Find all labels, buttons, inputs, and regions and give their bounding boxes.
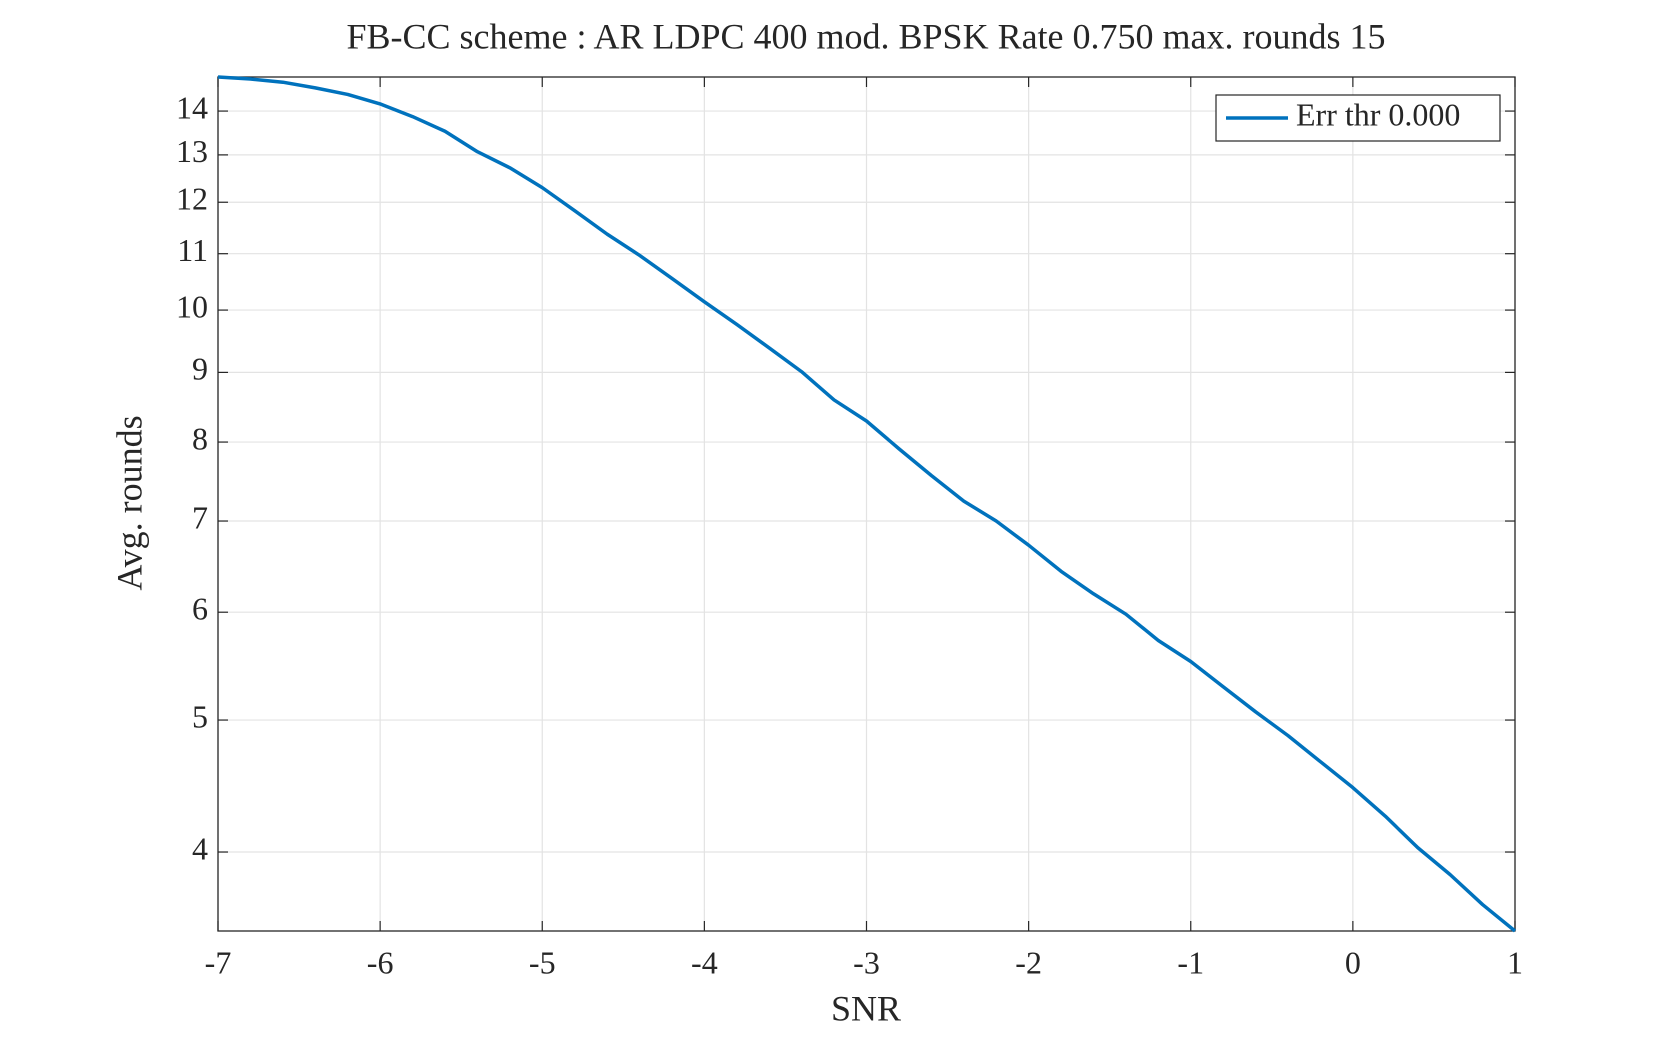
y-tick-label: 12 bbox=[176, 181, 208, 217]
y-tick-label: 6 bbox=[192, 591, 208, 627]
x-tick-label: -3 bbox=[853, 944, 880, 980]
x-tick-label: -7 bbox=[205, 944, 232, 980]
y-tick-label: 14 bbox=[176, 89, 208, 125]
y-tick-label: 10 bbox=[176, 288, 208, 324]
y-tick-label: 5 bbox=[192, 698, 208, 734]
chart-title: FB-CC scheme : AR LDPC 400 mod. BPSK Rat… bbox=[346, 16, 1385, 56]
x-axis-label: SNR bbox=[831, 988, 901, 1028]
legend-label: Err thr 0.000 bbox=[1296, 96, 1460, 132]
y-tick-label: 9 bbox=[192, 351, 208, 387]
y-tick-label: 8 bbox=[192, 420, 208, 456]
plot-frame bbox=[217, 76, 1516, 932]
y-tick-label: 13 bbox=[176, 133, 208, 169]
x-tick-label: 0 bbox=[1345, 944, 1361, 980]
y-tick-label: 11 bbox=[177, 232, 208, 268]
x-tick-label: -2 bbox=[1015, 944, 1042, 980]
x-tick-label: 1 bbox=[1507, 944, 1523, 980]
y-tick-label: 4 bbox=[192, 830, 208, 866]
x-tick-label: -4 bbox=[691, 944, 718, 980]
line bbox=[217, 75, 1517, 933]
x-tick-label: -6 bbox=[367, 944, 394, 980]
y-tick-label: 7 bbox=[192, 499, 208, 535]
x-tick-label: -1 bbox=[1177, 944, 1204, 980]
x-tick-label: -5 bbox=[529, 944, 556, 980]
y-axis-label: Avg. rounds bbox=[109, 415, 149, 590]
